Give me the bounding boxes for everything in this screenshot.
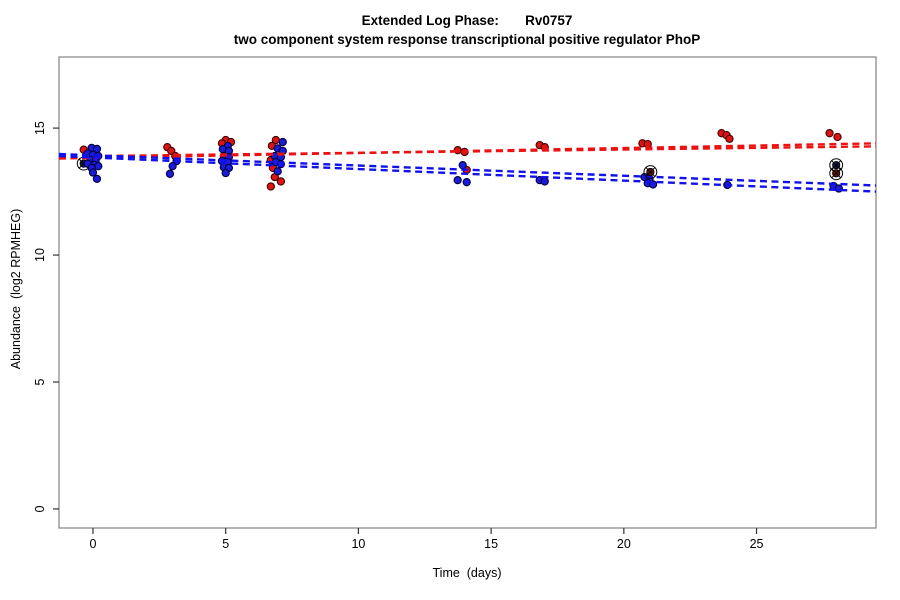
flagged-point-marker [643, 165, 658, 179]
data-point-red [725, 134, 734, 143]
plot-box [58, 56, 877, 529]
y-axis-label: Abundance (log2 RPMHEG) [9, 208, 23, 370]
data-point-blue [88, 168, 98, 177]
data-point-red [276, 177, 286, 186]
plot-title: Extended Log Phase: Rv0757 [361, 13, 573, 28]
trend-line-blue [58, 152, 877, 187]
x-tick-label: 25 [750, 537, 764, 551]
data-point-red [825, 129, 834, 138]
data-point-blue [462, 178, 471, 187]
series-blue [83, 137, 843, 193]
x-tick-label: 20 [617, 537, 631, 551]
y-tick-label: 0 [33, 505, 47, 512]
data-point-blue [540, 177, 549, 186]
trend-line-red [58, 145, 877, 158]
plot-subtitle: two component system response transcript… [233, 32, 701, 47]
flagged-point-marker [829, 166, 844, 181]
data-point-blue [94, 162, 103, 171]
data-point-blue [458, 161, 467, 170]
y-tick-label: 10 [33, 248, 47, 262]
y-tick-label: 5 [33, 378, 47, 385]
trend-line-blue [58, 154, 877, 193]
data-point-blue [168, 162, 177, 171]
data-point-red [266, 182, 275, 191]
x-tick-label: 15 [484, 537, 498, 551]
data-point-blue [278, 137, 287, 147]
x-tick-label: 0 [89, 537, 96, 551]
data-point-blue [453, 175, 462, 185]
x-tick-label: 10 [351, 537, 365, 551]
data-point-blue [165, 169, 175, 178]
y-tick-label: 15 [33, 121, 47, 135]
data-point-blue [92, 174, 102, 184]
x-tick-label: 5 [222, 537, 229, 551]
data-point-blue [273, 167, 282, 176]
x-axis-label: Time (days) [432, 566, 502, 580]
data-point-red [833, 132, 842, 142]
data-point-blue [221, 168, 230, 178]
